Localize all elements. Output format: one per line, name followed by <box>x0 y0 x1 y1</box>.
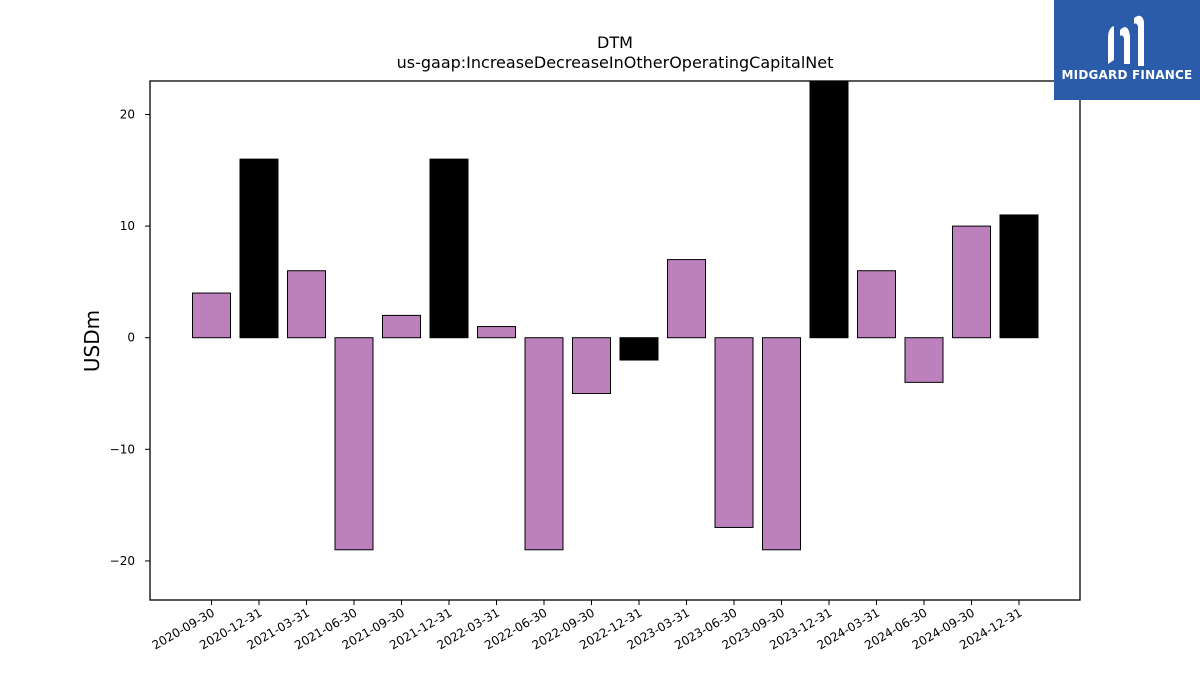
bar-2024-12-31 <box>999 214 1039 339</box>
bar-2022-12-31 <box>619 337 659 361</box>
bar-2021-03-31 <box>287 270 326 339</box>
midgard-finance-logo: MIDGARD FINANCE <box>1054 0 1200 100</box>
bar-2022-09-30 <box>572 337 611 395</box>
x-axis: 2020-09-302020-12-312021-03-312021-06-30… <box>150 600 1025 652</box>
plot-frame <box>149 80 1081 601</box>
bar-2024-06-30 <box>904 337 944 383</box>
bar-2022-06-30 <box>524 337 564 551</box>
bars-group <box>192 80 1039 551</box>
bar-2023-06-30 <box>714 337 754 528</box>
bar-2023-12-31 <box>809 80 849 339</box>
y-tick-label: 20 <box>120 107 135 121</box>
bar-2021-06-30 <box>334 337 374 551</box>
y-tick-label: −20 <box>110 554 135 568</box>
y-axis-label: USDm <box>80 310 104 372</box>
midgard-logo-icon <box>1108 15 1144 66</box>
y-tick-label: 10 <box>120 219 135 233</box>
y-axis: −20 −10 0 10 20 <box>110 107 150 568</box>
y-tick-label: 0 <box>127 331 135 345</box>
chart-title: DTM <box>597 33 633 52</box>
bar-2021-09-30 <box>382 314 421 339</box>
y-tick-label: −10 <box>110 442 135 456</box>
bar-2023-03-31 <box>667 259 706 339</box>
bar-2022-03-31 <box>477 326 516 339</box>
chart-subtitle: us-gaap:IncreaseDecreaseInOtherOperating… <box>396 53 834 72</box>
bar-2024-09-30 <box>952 225 991 339</box>
logo-text: MIDGARD FINANCE <box>1061 68 1193 82</box>
bar-2020-09-30 <box>192 292 231 339</box>
bar-2024-03-31 <box>857 270 896 339</box>
bar-2023-09-30 <box>762 337 801 551</box>
bar-2021-12-31 <box>429 158 469 339</box>
bar-2020-12-31 <box>239 158 279 339</box>
